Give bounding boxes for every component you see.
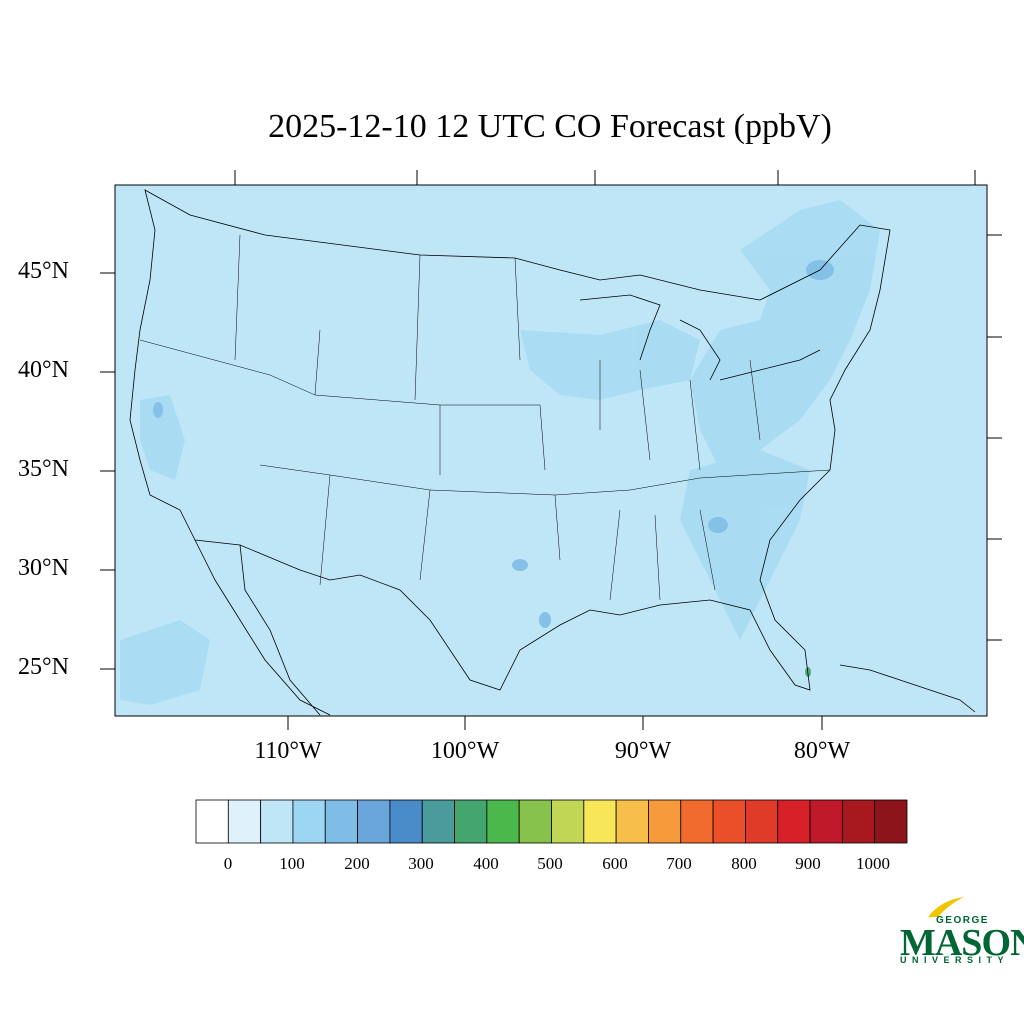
map-frame [114, 184, 988, 717]
lat-label-45: 45°N [18, 258, 69, 284]
lat-label-25: 25°N [18, 654, 69, 680]
colorbar-swatch [841, 799, 876, 844]
logo-swoosh-icon [928, 897, 964, 917]
colorbar-swatch [648, 799, 682, 844]
colorbar-label-600: 600 [602, 854, 628, 873]
logo-bottom-text: UNIVERSITY [900, 955, 1010, 965]
colorbar-label-900: 900 [795, 854, 821, 873]
colorbar-swatch [615, 799, 649, 844]
hotspot-ca [153, 402, 163, 418]
top-ticks [234, 170, 976, 185]
pacific-shade [120, 620, 210, 705]
california-shade [140, 395, 185, 480]
colorbar-label-200: 200 [344, 854, 370, 873]
co-concentration-shading [120, 200, 880, 705]
gmu-logo: GEORGE MASON UNIVERSITY [898, 895, 1024, 970]
colorbar-label-400: 400 [473, 854, 499, 873]
colorbar-label-300: 300 [408, 854, 434, 873]
colorbar-swatch [227, 799, 262, 844]
colorbar-swatch [518, 799, 552, 844]
colorbar-swatch [421, 799, 455, 844]
lat-label-40: 40°N [18, 357, 69, 383]
lat-label-35: 35°N [18, 456, 69, 482]
colorbar-label-700: 700 [666, 854, 692, 873]
lat-label-30: 30°N [18, 555, 69, 581]
colorbar-swatch [712, 799, 746, 844]
lon-label-100w: 100°W [430, 738, 500, 764]
colorbar-label-0: 0 [223, 854, 233, 873]
colorbar-swatch [777, 799, 811, 844]
midwest-shade [520, 320, 700, 400]
lon-label-80w: 80°W [793, 738, 851, 764]
mexico-baja [194, 539, 331, 716]
hotspot-houston [512, 559, 528, 571]
great-lakes [579, 294, 821, 381]
colorbar-swatch [583, 799, 617, 844]
colorbar-swatch [551, 799, 585, 844]
state-lines [139, 234, 831, 601]
map-outlines [129, 189, 976, 716]
colorbar-swatch [745, 799, 779, 844]
colorbar [195, 799, 908, 844]
hotspot-gulf [539, 612, 551, 628]
left-ticks [100, 272, 115, 670]
colorbar-swatch [486, 799, 520, 844]
colorbar-swatch [874, 799, 908, 844]
colorbar-label-800: 800 [731, 854, 757, 873]
hotspot-georgia [708, 517, 728, 533]
logo-main-text: MASON [900, 922, 1024, 964]
colorbar-swatch [389, 799, 423, 844]
colorbar-swatch [292, 799, 326, 844]
us-outline [129, 189, 891, 691]
cuba [839, 664, 976, 713]
bottom-ticks [287, 716, 823, 730]
lon-label-110w: 110°W [254, 738, 322, 764]
southeast-shade [680, 450, 810, 640]
colorbar-swatch [195, 799, 229, 844]
colorbar-label-100: 100 [279, 854, 305, 873]
colorbar-label-500: 500 [537, 854, 563, 873]
colorbar-swatch [324, 799, 358, 844]
colorbar-label-1000: 1000 [856, 854, 890, 873]
colorbar-swatch [680, 799, 714, 844]
colorbar-swatch [357, 799, 391, 844]
lon-label-90w: 90°W [614, 738, 672, 764]
right-ticks [987, 234, 1002, 641]
colorbar-swatch [260, 799, 294, 844]
map-title: 2025-12-10 12 UTC CO Forecast (ppbV) [268, 108, 832, 145]
colorbar-swatch [454, 799, 488, 844]
logo-top-text: GEORGE [936, 915, 989, 926]
colorbar-swatch [809, 799, 843, 844]
